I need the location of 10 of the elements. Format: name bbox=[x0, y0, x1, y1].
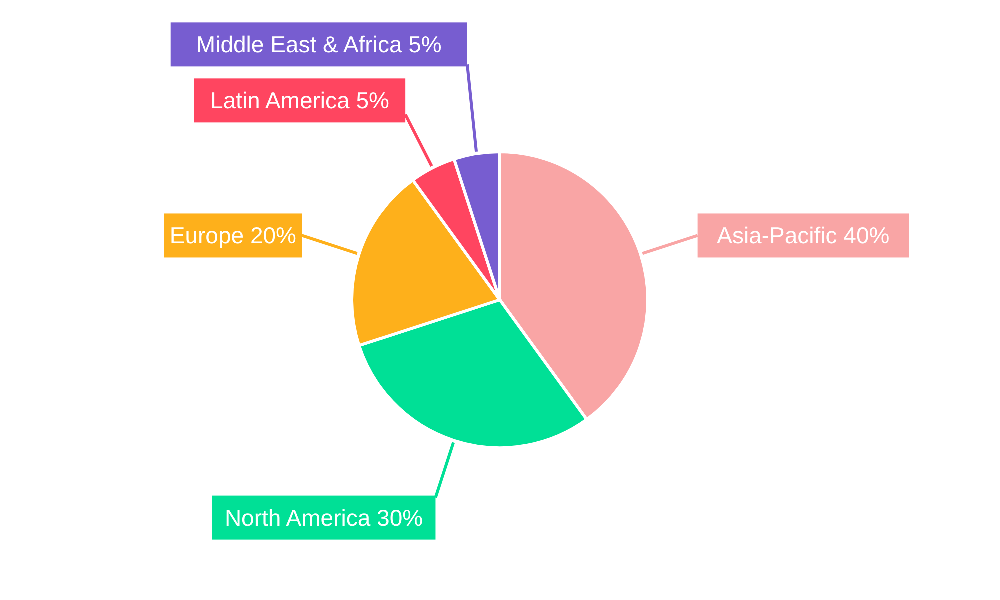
slice-label: Latin America bbox=[210, 88, 350, 114]
slice-label: North America bbox=[224, 504, 371, 531]
data-label: 5% bbox=[356, 88, 390, 114]
data-label: 5% bbox=[408, 32, 442, 58]
slice-label: Asia-Pacific bbox=[717, 222, 838, 249]
data-label: 40% bbox=[844, 222, 890, 249]
slice-label: Europe bbox=[170, 222, 244, 249]
data-label: 20% bbox=[250, 222, 296, 249]
data-label: 30% bbox=[377, 504, 424, 531]
slice-label: Middle East & Africa bbox=[196, 32, 402, 58]
